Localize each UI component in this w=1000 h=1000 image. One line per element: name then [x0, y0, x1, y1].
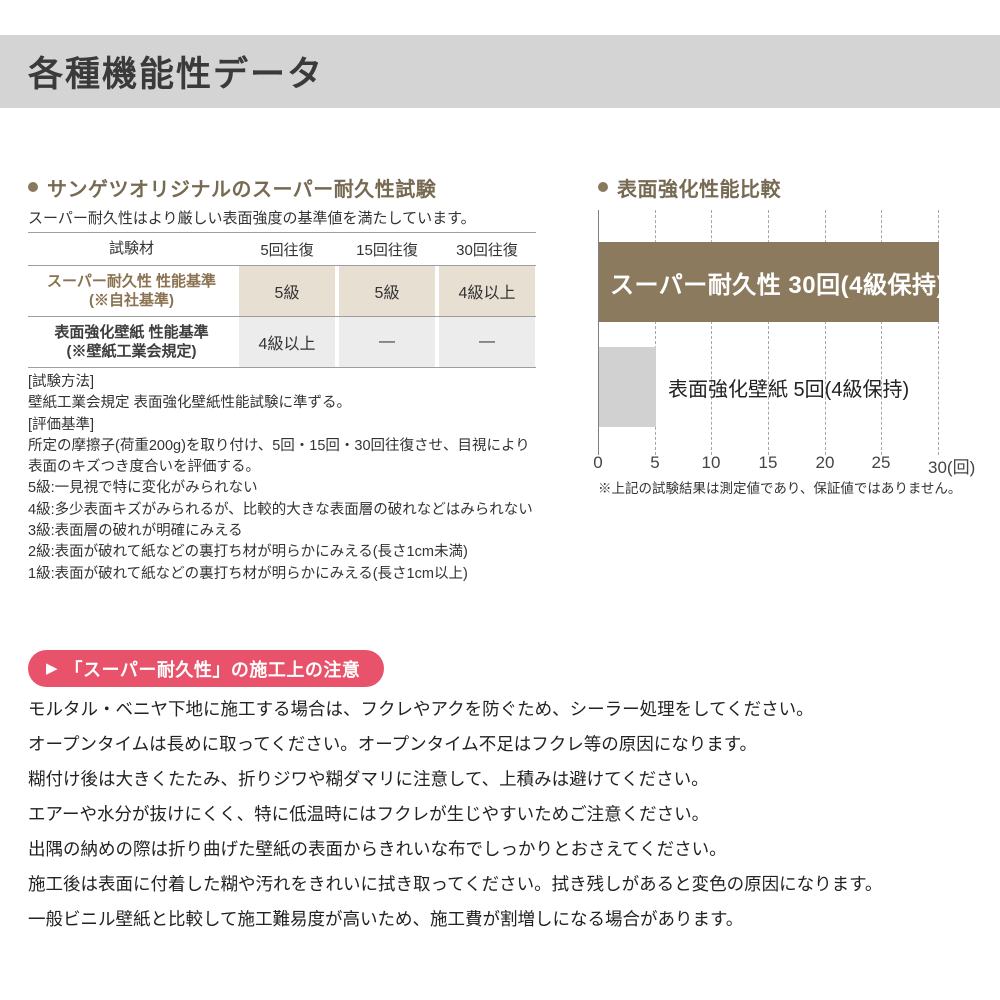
gridline-5 — [655, 210, 656, 455]
row-label: スーパー耐久性 性能基準 (※自社基準) — [28, 266, 235, 316]
gridline-30 — [938, 210, 939, 455]
section-heading-durability-test: サンゲツオリジナルのスーパー耐久性試験 — [28, 174, 437, 201]
table-cell: — — [439, 317, 535, 367]
grade-line: 5級:一見視で特に変化がみられない — [28, 480, 258, 497]
page-title-band: 各種機能性データ — [0, 35, 1000, 108]
gridline-10 — [711, 210, 712, 455]
x-tick-25: 25 — [871, 453, 891, 472]
table-row-surface-reinforced: 表面強化壁紙 性能基準 (※壁紙工業会規定) 4級以上 — — — [28, 317, 536, 368]
table-row-super-durability: スーパー耐久性 性能基準 (※自社基準) 5級 5級 4級以上 — [28, 266, 536, 317]
table-cell: — — [339, 317, 435, 367]
notice-line: 施工後は表面に付着した糊や汚れをきれいに拭き取ってください。拭き残しがあると変色… — [28, 874, 883, 894]
row-label: 表面強化壁紙 性能基準 (※壁紙工業会規定) — [28, 317, 235, 367]
bar-super-durability: スーパー耐久性 30回(4級保持) — [599, 242, 944, 322]
criteria-label: [評価基準] — [28, 416, 95, 433]
notice-line: エアーや水分が抜けにくく、特に低温時にはフクレが生じやすいためご注意ください。 — [28, 804, 710, 824]
grade-line: 2級:表面が破れて紙などの裏打ち材が明らかにみえる(長さ1cm未満) — [28, 544, 468, 561]
gridline-15 — [768, 210, 769, 455]
method-text: 壁紙工業会規定 表面強化壁紙性能試験に準ずる。 — [28, 395, 352, 412]
section-heading-label: 表面強化性能比較 — [617, 178, 781, 201]
table-cell: 4級以上 — [439, 266, 535, 316]
x-tick-10: 10 — [701, 453, 721, 472]
criteria-line: 所定の摩擦子(荷重200g)を取り付け、5回・15回・30回往復させ、目視により — [28, 437, 530, 454]
notice-line: オープンタイムは長めに取ってください。オープンタイム不足はフクレ等の原因になりま… — [28, 734, 758, 754]
notice-line: モルタル・ベニヤ下地に施工する場合は、フクレやアクを防ぐため、シーラー処理をして… — [28, 699, 814, 719]
durability-spec-table: 試験材 5回往復 15回往復 30回往復 スーパー耐久性 性能基準 (※自社基準… — [28, 232, 536, 368]
notice-badge-label: 「スーパー耐久性」の施工上の注意 — [64, 659, 361, 680]
grade-line: 3級:表面層の破れが明確にみえる — [28, 523, 243, 540]
row-label-line1: 表面強化壁紙 性能基準 — [54, 323, 209, 341]
notice-line: 一般ビニル壁紙と比較して施工難易度が高いため、施工費が割増しになる場合があります… — [28, 909, 744, 929]
section-heading-performance-comparison: 表面強化性能比較 — [598, 174, 781, 201]
page-title: 各種機能性データ — [28, 55, 325, 94]
construction-notice-list: モルタル・ベニヤ下地に施工する場合は、フクレやアクを防ぐため、シーラー処理をして… — [28, 692, 978, 937]
grade-line: 1級:表面が破れて紙などの裏打ち材が明らかにみえる(長さ1cm以上) — [28, 565, 468, 582]
y-axis-line — [598, 210, 599, 455]
bar-label: スーパー耐久性 30回(4級保持) — [610, 271, 945, 299]
table-header-row: 試験材 5回往復 15回往復 30回往復 — [28, 233, 536, 266]
x-tick-20: 20 — [815, 453, 835, 472]
x-tick-5: 5 — [650, 453, 660, 472]
section-subtitle: スーパー耐久性はより厳しい表面強度の基準値を満たしています。 — [28, 210, 476, 227]
method-label: [試験方法] — [28, 374, 95, 390]
x-tick-15: 15 — [758, 453, 778, 472]
table-header-5-cycles: 5回往復 — [260, 241, 314, 259]
grade-line: 4級:多少表面キズがみられるが、比較的大きな表面層の破れなどはみられない — [28, 501, 533, 518]
bar-label: 表面強化壁紙 5回(4級保持) — [668, 378, 910, 401]
table-header-30-cycles: 30回往復 — [456, 241, 518, 259]
row-label-line1: スーパー耐久性 性能基準 — [46, 272, 217, 290]
test-method-block: [試験方法] 壁紙工業会規定 表面強化壁紙性能試験に準ずる。 [評価基準] 所定… — [28, 372, 573, 585]
construction-notice-badge: ▶ 「スーパー耐久性」の施工上の注意 — [28, 650, 385, 687]
gridline-25 — [881, 210, 882, 455]
section-bullet-icon — [28, 182, 38, 192]
notice-line: 出隅の納めの際は折り曲げた壁紙の表面からきれいな布でしっかりとおさえてください。 — [28, 839, 727, 859]
bar-surface-reinforced — [599, 347, 656, 427]
x-tick-30: 30(回) — [928, 458, 976, 477]
table-cell: 5級 — [339, 266, 435, 316]
play-arrow-icon: ▶ — [46, 660, 58, 677]
gridline-20 — [825, 210, 826, 455]
notice-line: 糊付け後は大きくたたみ、折りジワや糊ダマリに注意して、上積みは避けてください。 — [28, 769, 709, 789]
x-tick-0: 0 — [593, 453, 603, 472]
chart-disclaimer-note: ※上記の試験結果は測定値であり、保証値ではありません。 — [598, 481, 962, 496]
table-header-material: 試験材 — [108, 240, 154, 258]
surface-strength-comparison-chart: スーパー耐久性 30回(4級保持) 表面強化壁紙 5回(4級保持) 0 5 10… — [593, 210, 988, 477]
table-cell: 5級 — [239, 266, 335, 316]
section-heading-label: サンゲツオリジナルのスーパー耐久性試験 — [47, 178, 437, 201]
table-header-15-cycles: 15回往復 — [356, 241, 418, 259]
section-bullet-icon — [598, 182, 608, 192]
row-label-line2: (※壁紙工業会規定) — [66, 343, 197, 360]
criteria-line: 表面のキズつき度合いを評価する。 — [28, 459, 260, 476]
row-label-line2: (※自社基準) — [89, 292, 174, 309]
table-cell: 4級以上 — [239, 317, 335, 367]
